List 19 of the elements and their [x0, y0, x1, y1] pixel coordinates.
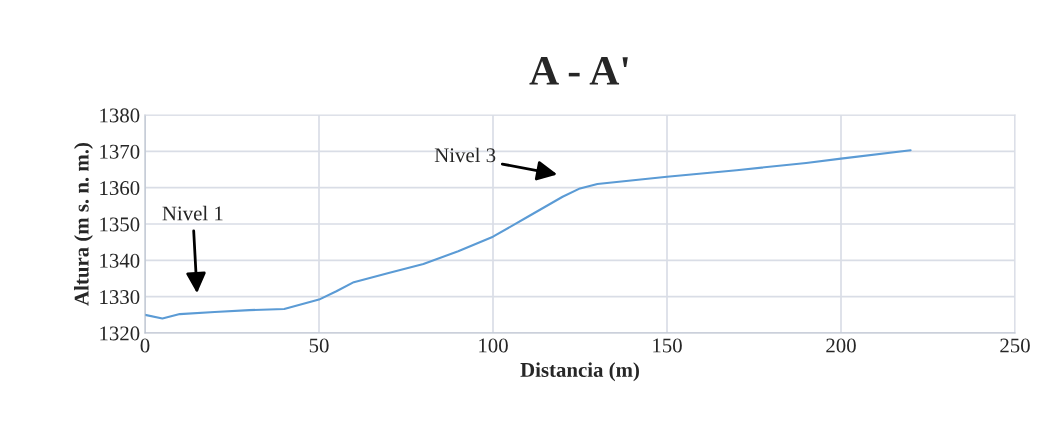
annotation: Nivel 1: [162, 205, 223, 221]
x-tick-label: 200: [826, 338, 856, 353]
x-tick-label: 250: [1000, 338, 1030, 353]
line-series: [145, 149, 912, 320]
y-tick-label: 1330: [100, 290, 140, 305]
x-tick-label: 50: [309, 338, 329, 353]
y-tick-label: 1380: [100, 108, 140, 123]
chart-title: A - A': [529, 56, 628, 85]
y-tick-label: 1360: [100, 181, 140, 196]
x-tick-label: 150: [653, 338, 682, 353]
annotation: Nivel 3: [434, 147, 496, 163]
y-tick-label: 1370: [100, 144, 140, 159]
x-tick-label: 100: [479, 338, 508, 353]
y-tick-label: 1340: [100, 253, 140, 268]
y-tick-label: 1350: [100, 217, 140, 232]
x-tick-label: 0: [140, 338, 150, 353]
x-axis-title: Distancia (m): [520, 362, 639, 382]
y-axis-title: Altura (m s. n. m.): [74, 143, 93, 306]
y-tick-label: 1320: [100, 326, 140, 341]
